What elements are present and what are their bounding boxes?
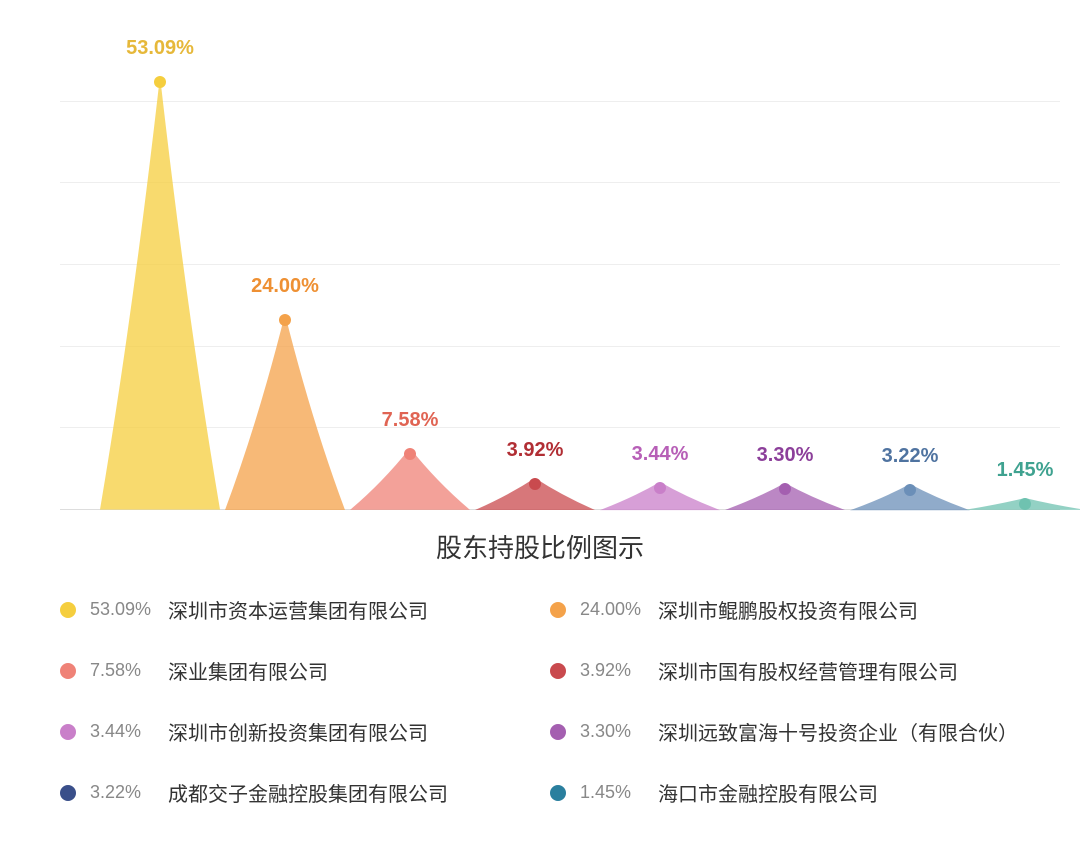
peak-dot-4 [654, 482, 666, 494]
legend-company-name: 海口市金融控股有限公司 [658, 778, 878, 807]
legend-percent: 3.92% [580, 660, 658, 681]
peak-label-5: 3.30% [757, 444, 814, 467]
legend-dot-icon [60, 785, 76, 801]
legend-item-2: 7.58%深业集团有限公司 [60, 656, 530, 685]
legend-dot-icon [60, 663, 76, 679]
legend-dot-icon [60, 724, 76, 740]
legend-company-name: 深圳市鲲鹏股权投资有限公司 [658, 595, 918, 624]
legend-percent: 1.45% [580, 782, 658, 803]
peak-dot-0 [154, 76, 166, 88]
peak-dot-6 [904, 484, 916, 496]
legend-company-name: 深业集团有限公司 [168, 656, 328, 685]
legend-item-4: 3.44%深圳市创新投资集团有限公司 [60, 717, 530, 746]
peak-dot-1 [279, 314, 291, 326]
peak-dot-2 [404, 448, 416, 460]
legend-percent: 24.00% [580, 599, 658, 620]
peak-1 [225, 314, 345, 510]
peak-label-7: 1.45% [997, 459, 1054, 482]
legend-company-name: 成都交子金融控股集团有限公司 [168, 778, 448, 807]
legend-company-name: 深圳市国有股权经营管理有限公司 [658, 656, 958, 685]
legend-item-0: 53.09%深圳市资本运营集团有限公司 [60, 595, 530, 624]
chart-title: 股东持股比例图示 [0, 528, 1080, 565]
chart-plot-area: 53.09% 24.00% 7.58% 3.92% 3.44% 3.30% 3.22% 1.4… [60, 20, 1060, 510]
peak-label-0: 53.09% [126, 37, 194, 60]
peak-label-6: 3.22% [882, 445, 939, 468]
legend-percent: 3.44% [90, 721, 168, 742]
peak-label-4: 3.44% [632, 443, 689, 466]
legend-percent: 53.09% [90, 599, 168, 620]
legend-company-name: 深圳市资本运营集团有限公司 [168, 595, 428, 624]
legend: 53.09%深圳市资本运营集团有限公司 24.00%深圳市鲲鹏股权投资有限公司 7.… [60, 595, 1020, 807]
peak-dot-7 [1019, 498, 1031, 510]
legend-percent: 3.22% [90, 782, 168, 803]
legend-item-7: 1.45%海口市金融控股有限公司 [550, 778, 1020, 807]
peak-label-2: 7.58% [382, 409, 439, 432]
legend-company-name: 深圳远致富海十号投资企业（有限合伙） [658, 717, 1018, 746]
legend-item-1: 24.00%深圳市鲲鹏股权投资有限公司 [550, 595, 1020, 624]
legend-dot-icon [550, 785, 566, 801]
peak-0 [100, 76, 220, 510]
legend-dot-icon [550, 724, 566, 740]
legend-item-6: 3.22%成都交子金融控股集团有限公司 [60, 778, 530, 807]
legend-dot-icon [60, 602, 76, 618]
peak-label-3: 3.92% [507, 439, 564, 462]
peak-dot-5 [779, 483, 791, 495]
legend-percent: 7.58% [90, 660, 168, 681]
legend-dot-icon [550, 663, 566, 679]
legend-percent: 3.30% [580, 721, 658, 742]
legend-item-5: 3.30%深圳远致富海十号投资企业（有限合伙） [550, 717, 1020, 746]
legend-item-3: 3.92%深圳市国有股权经营管理有限公司 [550, 656, 1020, 685]
legend-company-name: 深圳市创新投资集团有限公司 [168, 717, 428, 746]
peak-dot-3 [529, 478, 541, 490]
legend-dot-icon [550, 602, 566, 618]
peak-label-1: 24.00% [251, 275, 319, 298]
